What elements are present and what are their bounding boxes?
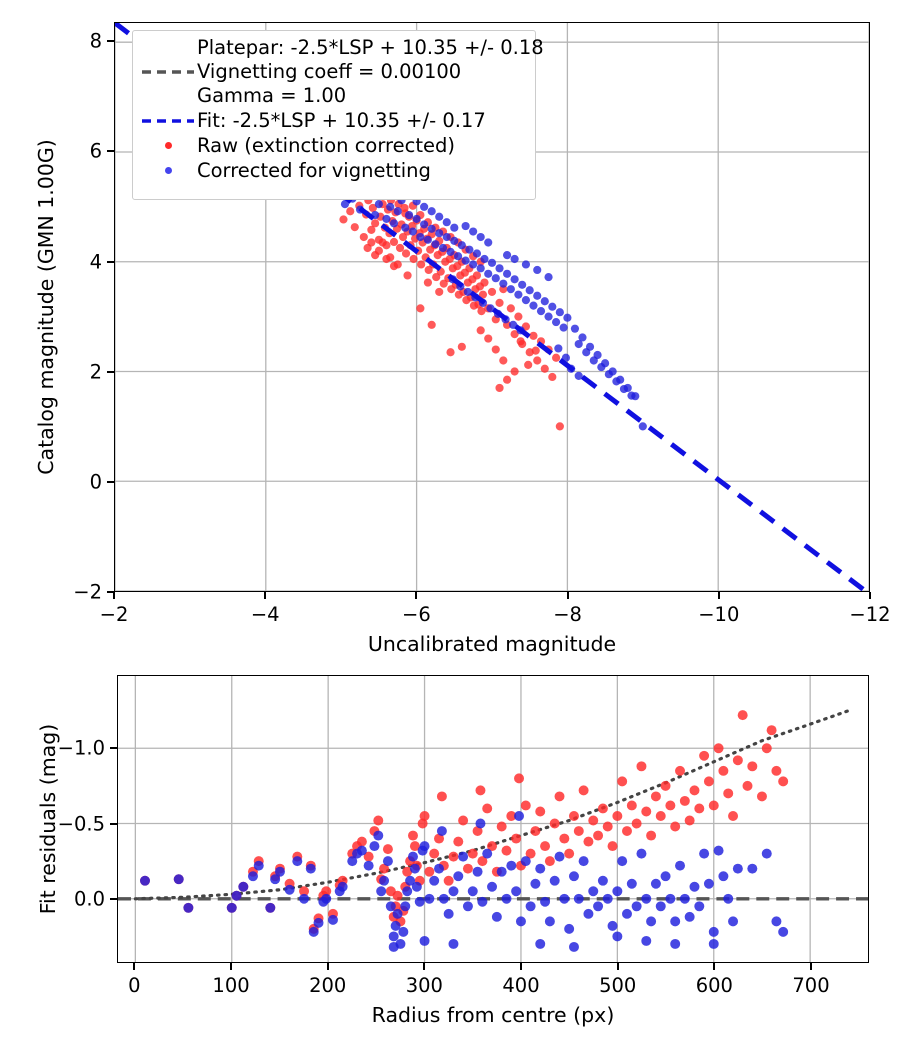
- y-tickmark: [107, 260, 114, 263]
- legend-label-platepar: Platepar: -2.5*LSP + 10.35 +/- 0.18: [197, 36, 544, 60]
- legend-key-dot-blue: [139, 167, 197, 174]
- y-tick-label: 8: [89, 29, 102, 53]
- x-tickmark: [113, 592, 115, 599]
- legend-item-raw: Raw (extinction corrected): [139, 133, 527, 158]
- x-tick-label: 700: [792, 974, 830, 997]
- x-tick-label: 100: [212, 974, 250, 997]
- series-corrected: [140, 811, 789, 952]
- x-tick-label: 0: [128, 974, 141, 997]
- x-tick-label: 300: [405, 974, 443, 997]
- legend-label-corrected: Corrected for vignetting: [197, 158, 431, 182]
- x-tick-label: −2: [99, 603, 129, 626]
- legend-label-raw: Raw (extinction corrected): [197, 133, 455, 157]
- y-tickmark: [107, 480, 114, 483]
- y-tickmark: [110, 822, 117, 825]
- legend-item-gamma: Gamma = 1.00: [139, 84, 527, 108]
- y-axis-title-fit-residuals: Fit residuals (mag): [36, 723, 60, 915]
- legend-item-fit: Fit: -2.5*LSP + 10.35 +/- 0.17: [139, 108, 527, 133]
- legend-key-dashed-gray: [139, 70, 197, 74]
- x-axis-title-radius-from-centre: Radius from centre (px): [371, 1003, 615, 1027]
- x-tickmark: [133, 963, 136, 970]
- x-tickmark: [520, 963, 523, 970]
- legend-item-vignetting-coeff: Vignetting coeff = 0.00100: [139, 60, 527, 84]
- y-tick-label: 4: [89, 250, 102, 274]
- y-tickmark: [107, 591, 114, 593]
- x-tickmark: [230, 963, 233, 970]
- y-tickmark: [107, 40, 114, 43]
- x-tick-label: −8: [553, 603, 582, 626]
- legend-label-gamma: Gamma = 1.00: [197, 84, 347, 108]
- x-tickmark: [810, 963, 812, 970]
- calibration-legend: Platepar: -2.5*LSP + 10.35 +/- 0.18 Vign…: [132, 30, 544, 200]
- y-tick-label: 0.0: [73, 887, 105, 911]
- x-axis-title-uncalibrated-magnitude: Uncalibrated magnitude: [367, 632, 617, 656]
- series-corrected: [340, 178, 647, 431]
- x-tickmark: [415, 592, 418, 599]
- residuals-plot-axes: [117, 675, 869, 963]
- residuals-plot-canvas: [118, 676, 868, 962]
- y-axis-title-catalog-magnitude: Catalog magnitude (GMN 1.00G): [34, 139, 58, 475]
- x-tickmark: [264, 592, 267, 599]
- x-tick-label: −4: [250, 603, 280, 626]
- legend-item-platepar: Platepar: -2.5*LSP + 10.35 +/- 0.18: [139, 36, 544, 60]
- legend-key-dashed-blue: [139, 118, 197, 123]
- x-tickmark: [326, 963, 329, 970]
- x-tickmark: [566, 592, 569, 599]
- x-tickmark: [869, 592, 871, 599]
- y-tick-label: −1.0: [57, 736, 105, 760]
- x-tickmark: [616, 963, 619, 970]
- y-tick-label: 0: [89, 470, 102, 494]
- dashed-line-icon: [142, 118, 194, 123]
- legend-label-vignetting-coeff: Vignetting coeff = 0.00100: [197, 60, 462, 84]
- blue-dot-icon: [164, 167, 172, 174]
- y-tickmark: [110, 746, 117, 749]
- x-tick-label: 200: [309, 974, 347, 997]
- legend-item-corrected: Corrected for vignetting: [139, 158, 527, 183]
- y-tickmark: [110, 898, 117, 901]
- x-tick-label: −12: [849, 603, 891, 626]
- x-tickmark: [717, 592, 720, 599]
- x-tick-label: 400: [502, 974, 540, 997]
- x-tick-label: 600: [695, 974, 733, 997]
- y-tickmark: [107, 370, 114, 373]
- y-tick-label: −0.5: [57, 812, 105, 836]
- y-tickmark: [107, 150, 114, 153]
- legend-label-fit: Fit: -2.5*LSP + 10.35 +/- 0.17: [197, 108, 486, 132]
- x-tick-label: 500: [599, 974, 637, 997]
- legend-key-dot-red: [139, 142, 197, 149]
- x-tick-label: −6: [402, 603, 431, 626]
- x-tickmark: [713, 963, 716, 970]
- y-tick-label: −2: [73, 580, 102, 604]
- x-tick-label: −10: [698, 603, 740, 626]
- red-dot-icon: [164, 142, 172, 149]
- y-tick-label: 6: [89, 139, 102, 163]
- y-tick-label: 2: [89, 360, 102, 384]
- dashed-line-icon: [142, 70, 194, 74]
- x-tickmark: [423, 963, 426, 970]
